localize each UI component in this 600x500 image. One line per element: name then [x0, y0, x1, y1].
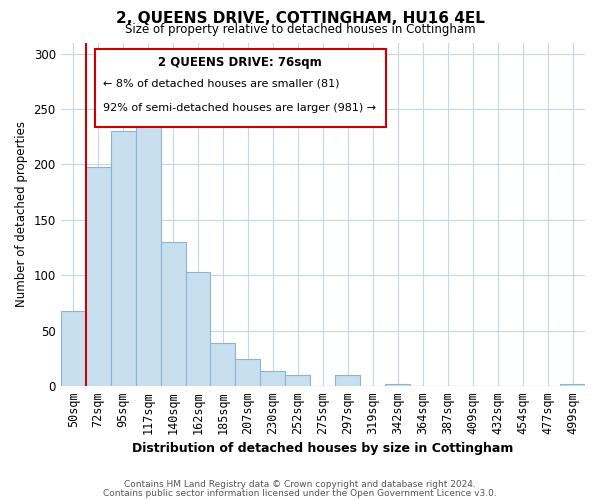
Bar: [211, 343, 235, 386]
Text: 2, QUEENS DRIVE, COTTINGHAM, HU16 4EL: 2, QUEENS DRIVE, COTTINGHAM, HU16 4EL: [116, 11, 484, 26]
Bar: [260, 370, 286, 386]
Text: Size of property relative to detached houses in Cottingham: Size of property relative to detached ho…: [125, 22, 475, 36]
Text: ← 8% of detached houses are smaller (81): ← 8% of detached houses are smaller (81): [103, 78, 339, 88]
Bar: [136, 126, 161, 386]
Bar: [110, 131, 136, 386]
Text: Contains HM Land Registry data © Crown copyright and database right 2024.: Contains HM Land Registry data © Crown c…: [124, 480, 476, 489]
X-axis label: Distribution of detached houses by size in Cottingham: Distribution of detached houses by size …: [132, 442, 514, 455]
Bar: [335, 375, 360, 386]
Bar: [185, 272, 211, 386]
Bar: [560, 384, 585, 386]
Text: 92% of semi-detached houses are larger (981) →: 92% of semi-detached houses are larger (…: [103, 102, 376, 113]
Bar: [235, 360, 260, 386]
Text: Contains public sector information licensed under the Open Government Licence v3: Contains public sector information licen…: [103, 488, 497, 498]
Bar: [385, 384, 410, 386]
FancyBboxPatch shape: [95, 50, 386, 126]
Text: 2 QUEENS DRIVE: 76sqm: 2 QUEENS DRIVE: 76sqm: [158, 56, 322, 69]
Bar: [286, 375, 310, 386]
Bar: [86, 166, 110, 386]
Bar: [161, 242, 185, 386]
Bar: [61, 310, 86, 386]
Y-axis label: Number of detached properties: Number of detached properties: [15, 122, 28, 308]
